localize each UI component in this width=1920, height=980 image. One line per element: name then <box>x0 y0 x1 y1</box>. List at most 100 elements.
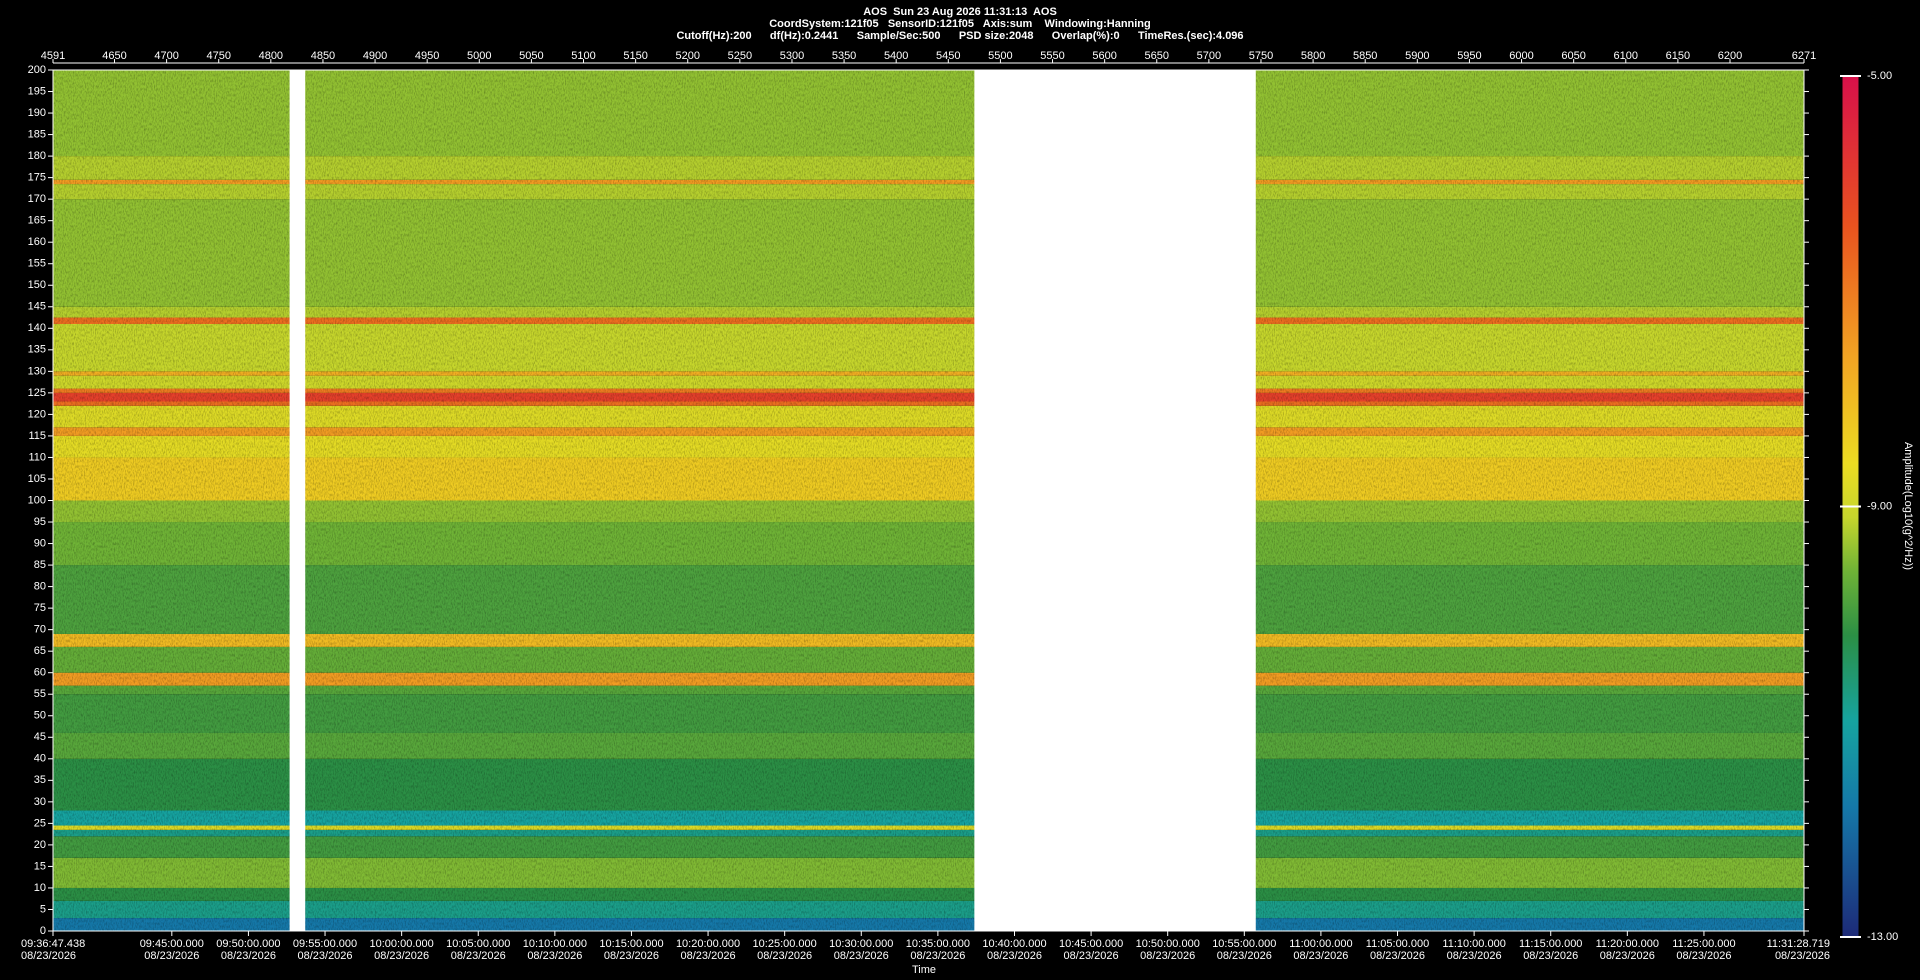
time-tick-label: 11:25:00.000 <box>1672 938 1735 950</box>
x-tick-label: 5800 <box>1301 50 1325 62</box>
time-tick-date: 08/23/2026 <box>1775 950 1830 962</box>
x-tick-label: 6100 <box>1614 50 1638 62</box>
time-tick-date: 08/23/2026 <box>527 950 582 962</box>
x-tick-label: 5600 <box>1092 50 1116 62</box>
colorbar-label: Amplitude(Log10(g^2/Hz)) <box>1902 442 1914 570</box>
x-tick-label: 6050 <box>1561 50 1585 62</box>
time-tick-date: 08/23/2026 <box>1140 950 1195 962</box>
y-tick-label: 160 <box>28 236 46 248</box>
x-tick-label: 5500 <box>988 50 1012 62</box>
x-tick-label: 5650 <box>1145 50 1169 62</box>
x-tick-label: 5100 <box>571 50 595 62</box>
time-tick-label: 11:20:00.000 <box>1596 938 1659 950</box>
x-tick-label: 5050 <box>519 50 543 62</box>
y-tick-label: 140 <box>28 322 46 334</box>
y-tick-label: 60 <box>34 667 46 679</box>
y-tick-label: 85 <box>34 559 46 571</box>
y-tick-label: 25 <box>34 817 46 829</box>
time-tick-date: 08/23/2026 <box>987 950 1042 962</box>
y-tick-label: 125 <box>28 387 46 399</box>
y-tick-label: 120 <box>28 408 46 420</box>
time-tick-label: 10:45:00.000 <box>1059 938 1123 950</box>
y-tick-label: 105 <box>28 473 46 485</box>
x-tick-label: 5450 <box>936 50 960 62</box>
x-tick-label: 4850 <box>311 50 335 62</box>
x-tick-label: 6000 <box>1509 50 1533 62</box>
x-tick-label: 5200 <box>675 50 699 62</box>
y-tick-label: 80 <box>34 581 46 593</box>
y-tick-label: 175 <box>28 172 46 184</box>
time-tick-date: 08/23/2026 <box>1676 950 1731 962</box>
time-tick-label: 10:20:00.000 <box>676 938 740 950</box>
x-tick-label: 5350 <box>832 50 856 62</box>
y-tick-label: 90 <box>34 537 46 549</box>
time-tick-date: 08/23/2026 <box>297 950 352 962</box>
time-tick-label: 09:45:00.000 <box>140 938 204 950</box>
time-tick-date: 08/23/2026 <box>374 950 429 962</box>
y-tick-label: 45 <box>34 731 46 743</box>
x-tick-label: 5300 <box>780 50 804 62</box>
x-tick-label: 4650 <box>102 50 126 62</box>
x-tick-label: 4700 <box>154 50 178 62</box>
time-tick-date: 08/23/2026 <box>1064 950 1119 962</box>
y-tick-label: 200 <box>28 64 46 76</box>
data-gap <box>289 70 306 931</box>
time-tick-date: 08/23/2026 <box>1600 950 1655 962</box>
y-tick-label: 5 <box>40 903 46 915</box>
y-tick-label: 115 <box>28 430 46 442</box>
y-tick-label: 40 <box>34 753 46 765</box>
time-tick-label: 11:00:00.000 <box>1289 938 1352 950</box>
plot-layer: 4591 4650 4700 4750 4800 4850 4900 4950 5000 5050… <box>21 50 1898 962</box>
time-tick-date: 08/23/2026 <box>910 950 965 962</box>
time-tick-date: 08/23/2026 <box>681 950 736 962</box>
y-tick-label: 170 <box>28 193 46 205</box>
time-tick-label: 10:35:00.000 <box>906 938 970 950</box>
y-tick-label: 130 <box>28 365 46 377</box>
x-tick-label: 4900 <box>363 50 387 62</box>
x-tick-label: 5400 <box>884 50 908 62</box>
y-tick-label: 35 <box>34 774 46 786</box>
y-tick-label: 0 <box>40 925 46 937</box>
colorbar-tick-label: -13.00 <box>1867 931 1898 943</box>
time-tick-date: 08/23/2026 <box>21 950 76 962</box>
y-tick-label: 55 <box>34 688 46 700</box>
x-tick-label: 5000 <box>467 50 491 62</box>
time-tick-date: 08/23/2026 <box>834 950 889 962</box>
time-tick-date: 08/23/2026 <box>604 950 659 962</box>
x-tick-label: 5850 <box>1353 50 1377 62</box>
colorbar-tick-label: -9.00 <box>1867 500 1892 512</box>
time-tick-label: 10:55:00.000 <box>1212 938 1276 950</box>
time-tick-label: 09:36:47.438 <box>21 938 85 950</box>
time-tick-date: 08/23/2026 <box>451 950 506 962</box>
y-tick-label: 135 <box>28 344 46 356</box>
y-tick-label: 70 <box>34 624 46 636</box>
x-tick-label: 6150 <box>1666 50 1690 62</box>
y-tick-label: 100 <box>28 494 46 506</box>
colorbar-tick-label: -5.00 <box>1867 70 1892 82</box>
x-tick-label: 4591 <box>41 50 65 62</box>
time-tick-date: 08/23/2026 <box>1370 950 1425 962</box>
x-tick-label: 5550 <box>1040 50 1064 62</box>
y-tick-label: 15 <box>34 860 46 872</box>
time-tick-label: 11:05:00.000 <box>1366 938 1429 950</box>
time-tick-label: 11:31:28.719 <box>1767 938 1830 950</box>
time-tick-label: 10:10:00.000 <box>523 938 587 950</box>
y-tick-label: 20 <box>34 839 46 851</box>
time-tick-date: 08/23/2026 <box>1217 950 1272 962</box>
time-tick-label: 10:05:00.000 <box>446 938 510 950</box>
time-tick-label: 10:15:00.000 <box>599 938 663 950</box>
time-tick-date: 08/23/2026 <box>1293 950 1348 962</box>
y-tick-label: 165 <box>28 215 46 227</box>
y-tick-label: 30 <box>34 796 46 808</box>
time-tick-date: 08/23/2026 <box>1523 950 1578 962</box>
time-tick-label: 10:30:00.000 <box>829 938 893 950</box>
y-tick-label: 180 <box>28 150 46 162</box>
time-tick-label: 09:55:00.000 <box>293 938 357 950</box>
y-tick-label: 95 <box>34 516 46 528</box>
y-tick-label: 155 <box>28 258 46 270</box>
time-tick-date: 08/23/2026 <box>1447 950 1502 962</box>
time-tick-label: 11:10:00.000 <box>1442 938 1505 950</box>
y-tick-label: 75 <box>34 602 46 614</box>
x-tick-label: 5700 <box>1197 50 1221 62</box>
